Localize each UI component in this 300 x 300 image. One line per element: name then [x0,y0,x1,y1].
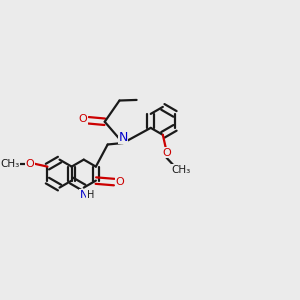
Text: N: N [118,130,128,144]
Text: O: O [26,159,34,169]
Text: O: O [79,114,88,124]
Text: O: O [115,177,124,187]
Text: CH₃: CH₃ [171,165,190,175]
Text: CH₃: CH₃ [0,159,20,169]
Text: O: O [162,148,171,158]
Text: H: H [87,190,94,200]
Text: N: N [80,190,88,200]
